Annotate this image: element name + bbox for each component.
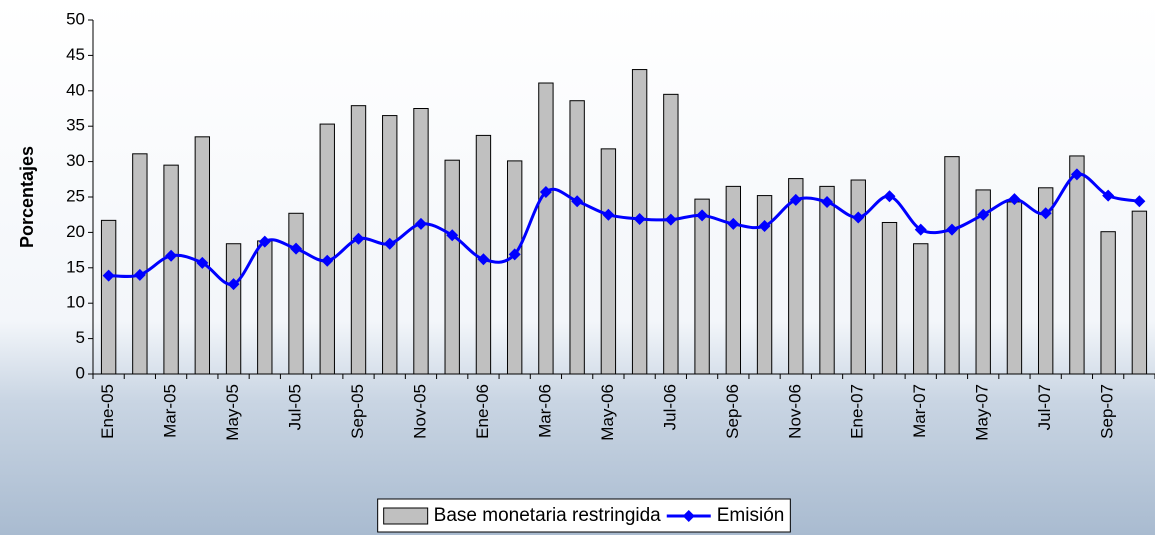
bar xyxy=(101,220,115,374)
bar xyxy=(820,186,834,374)
x-tick-label: Nov-06 xyxy=(785,384,804,439)
bar xyxy=(289,213,303,374)
bar xyxy=(789,179,803,374)
bar xyxy=(507,161,521,374)
bar xyxy=(914,244,928,374)
y-tick-label: 35 xyxy=(66,116,85,135)
x-tick-label: Sep-05 xyxy=(348,384,367,439)
bar xyxy=(133,154,147,374)
legend-swatch xyxy=(384,508,428,524)
x-tick-label: May-07 xyxy=(973,384,992,441)
bar xyxy=(1007,202,1021,374)
bar xyxy=(882,222,896,374)
x-tick-label: May-05 xyxy=(223,384,242,441)
bar xyxy=(726,186,740,374)
bar xyxy=(164,165,178,374)
y-tick-label: 30 xyxy=(66,151,85,170)
chart: Porcentajes 0 5 10 15 20 25 30 35 40 45 50 Ene-05 Ma… xyxy=(0,0,1155,535)
x-tick-label: Jul-06 xyxy=(660,384,679,430)
x-tick-label: Ene-07 xyxy=(848,384,867,439)
bar xyxy=(945,157,959,374)
legend-label: Base monetaria restringida xyxy=(434,505,661,526)
y-tick-label: 45 xyxy=(66,45,85,64)
bar xyxy=(445,160,459,374)
bar xyxy=(664,94,678,374)
bar xyxy=(1132,211,1146,374)
x-tick-label: Jul-05 xyxy=(286,384,305,430)
x-tick-label: Sep-06 xyxy=(723,384,742,439)
legend-item: Base monetaria restringida xyxy=(384,505,661,526)
y-tick-label: 15 xyxy=(66,257,85,276)
legend-label: Emisión xyxy=(717,505,785,526)
y-tick-label: 40 xyxy=(66,80,85,99)
x-tick-label: Jul-07 xyxy=(1035,384,1054,430)
x-tick-label: Mar-06 xyxy=(535,384,554,438)
bar xyxy=(320,124,334,374)
x-tick-label: Mar-05 xyxy=(161,384,180,438)
x-tick-label: Sep-07 xyxy=(1098,384,1117,439)
bar xyxy=(539,83,553,374)
y-axis-label: Porcentajes xyxy=(17,146,37,248)
y-tick-label: 50 xyxy=(66,9,85,28)
x-tick-label: Mar-07 xyxy=(910,384,929,438)
y-tick-label: 10 xyxy=(66,293,85,312)
bar xyxy=(1070,156,1084,374)
bar xyxy=(195,137,209,374)
bar xyxy=(1101,232,1115,374)
x-tick-label: Nov-05 xyxy=(410,384,429,439)
x-tick-label: Ene-06 xyxy=(473,384,492,439)
bar xyxy=(601,149,615,374)
y-tick-label: 25 xyxy=(66,186,85,205)
y-tick-label: 5 xyxy=(76,328,85,347)
bar xyxy=(258,241,272,374)
bar xyxy=(851,180,865,374)
x-tick-label: May-06 xyxy=(598,384,617,441)
bar xyxy=(570,101,584,374)
y-tick-label: 20 xyxy=(66,222,85,241)
bar xyxy=(226,244,240,374)
x-tick-label: Ene-05 xyxy=(98,384,117,439)
legend: Base monetaria restringida Emisión xyxy=(378,499,791,532)
y-tick-label: 0 xyxy=(76,363,85,382)
bar xyxy=(414,109,428,375)
bar xyxy=(695,199,709,374)
